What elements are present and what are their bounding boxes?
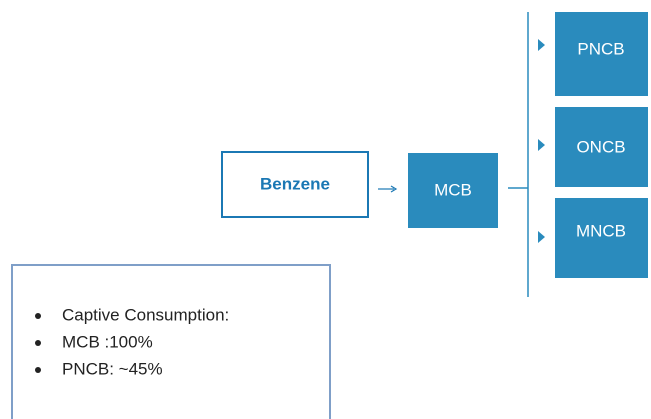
mncb-box	[555, 198, 648, 278]
bullet-dot	[35, 313, 41, 319]
note-text: PNCB: ~45%	[62, 359, 163, 378]
oncb-box	[555, 107, 648, 187]
note-list: Captive Consumption: MCB :100% PNCB: ~45%	[35, 305, 229, 378]
bullet-dot	[35, 367, 41, 373]
mcb-box	[408, 153, 498, 228]
pncb-label: PNCB	[577, 39, 624, 58]
pncb-box	[555, 12, 648, 96]
branch-arrow	[538, 39, 545, 51]
mncb-label: MNCB	[576, 221, 626, 240]
note-text: MCB :100%	[62, 332, 153, 351]
note-box	[11, 264, 331, 419]
mcb-label: MCB	[434, 180, 472, 199]
arrow-head	[390, 185, 398, 193]
branch-arrow	[538, 231, 545, 243]
note-text: Captive Consumption:	[62, 305, 229, 324]
benzene-label: Benzene	[260, 174, 330, 193]
benzene-box	[221, 151, 369, 218]
branch-arrow	[538, 139, 545, 151]
bullet-dot	[35, 340, 41, 346]
oncb-label: ONCB	[576, 137, 625, 156]
